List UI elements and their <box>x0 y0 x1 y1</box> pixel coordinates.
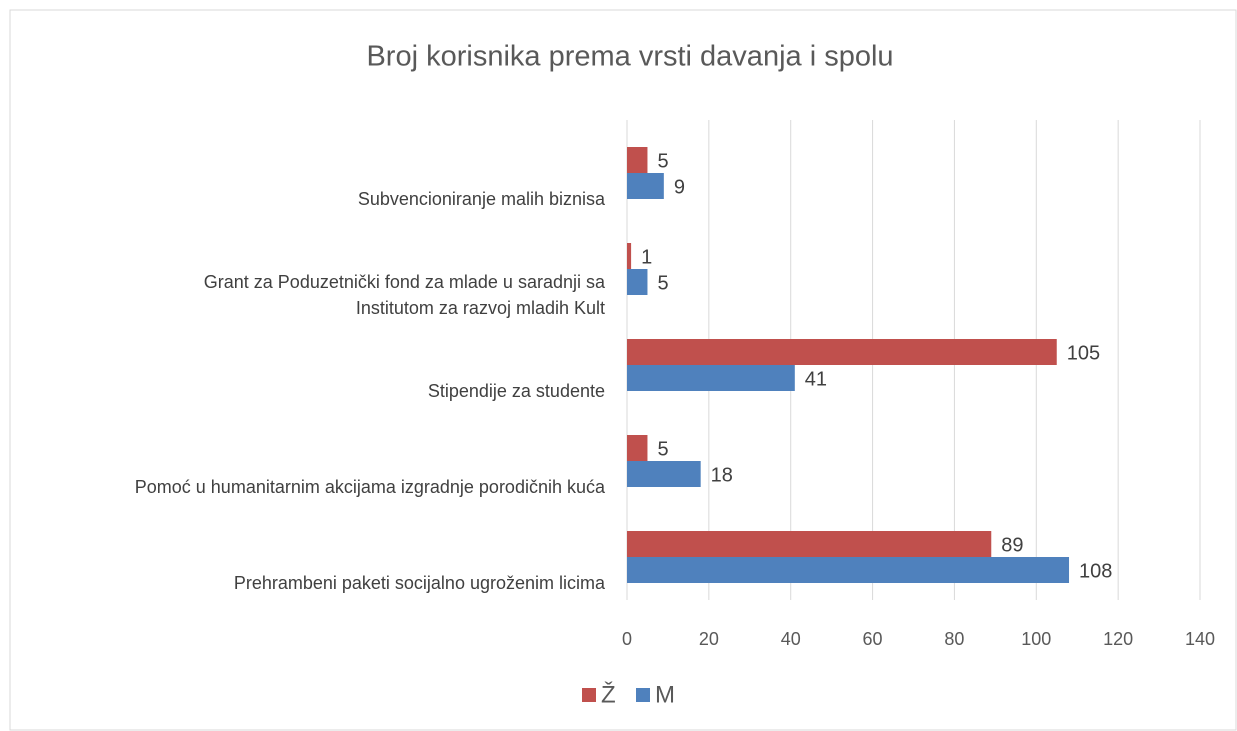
legend-label: Ž <box>601 681 616 708</box>
category-label: Grant za Poduzetnički fond za mlade u sa… <box>203 271 605 318</box>
value-label: 5 <box>657 150 668 172</box>
x-tick-label: 40 <box>781 629 801 649</box>
category-label: Subvencioniranje malih biznisa <box>357 188 605 209</box>
bar <box>627 147 648 173</box>
x-tick-label: 20 <box>699 629 719 649</box>
value-label: 5 <box>657 438 668 460</box>
value-label: 89 <box>1001 534 1023 556</box>
bar <box>627 461 701 487</box>
category-label: Prehrambeni paketi socijalno ugroženim l… <box>233 572 605 593</box>
bar <box>627 339 1057 365</box>
bar <box>627 269 648 295</box>
x-tick-label: 0 <box>622 629 632 649</box>
category-label: Stipendije za studente <box>427 380 605 401</box>
chart-title: Broj korisnika prema vrsti davanja i spo… <box>366 41 893 73</box>
x-tick-label: 120 <box>1103 629 1133 649</box>
bar <box>627 173 664 199</box>
legend-swatch <box>636 688 650 702</box>
value-label: 108 <box>1079 560 1112 582</box>
category-label: Pomoć u humanitarnim akcijama izgradnje … <box>134 476 605 497</box>
value-label: 105 <box>1067 342 1100 364</box>
x-tick-label: 80 <box>944 629 964 649</box>
value-label: 18 <box>711 464 733 486</box>
x-tick-label: 60 <box>863 629 883 649</box>
bar <box>627 531 992 557</box>
bar <box>627 243 632 269</box>
legend-swatch <box>582 688 596 702</box>
chart-border <box>9 9 1237 731</box>
bar <box>627 435 648 461</box>
bar <box>627 557 1070 583</box>
value-label: 9 <box>674 176 685 198</box>
legend-label: M <box>655 681 675 708</box>
x-tick-label: 100 <box>1021 629 1051 649</box>
value-label: 5 <box>657 272 668 294</box>
value-label: 1 <box>641 246 652 268</box>
value-label: 41 <box>805 368 827 390</box>
x-tick-label: 140 <box>1185 629 1215 649</box>
bar <box>627 365 795 391</box>
